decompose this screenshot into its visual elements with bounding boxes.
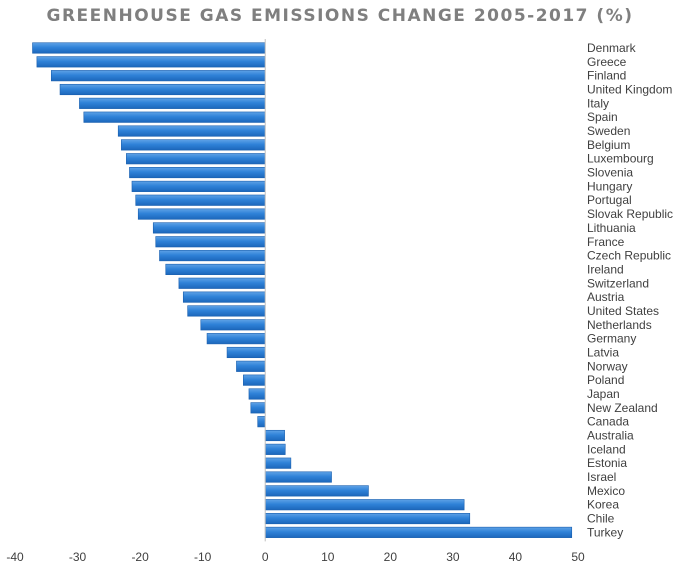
category-label: Norway <box>587 359 628 373</box>
category-label: Finland <box>587 69 626 83</box>
bar-lithuania <box>152 222 266 234</box>
category-label: Italy <box>587 96 609 110</box>
bar-denmark <box>32 42 266 54</box>
category-label: Canada <box>587 415 629 429</box>
bar-finland <box>50 70 266 82</box>
x-tick-label: -20 <box>131 550 149 564</box>
category-label: Iceland <box>587 442 626 456</box>
category-label: Denmark <box>587 41 637 55</box>
bar-estonia <box>264 457 292 469</box>
category-label: Luxembourg <box>587 152 654 166</box>
category-label: Estonia <box>587 456 627 470</box>
category-label: Switzerland <box>587 276 649 290</box>
bar-chile <box>264 513 471 525</box>
x-tick-label: 0 <box>262 550 269 564</box>
category-label: Netherlands <box>587 318 652 332</box>
bar-japan <box>248 388 266 400</box>
bar-netherlands <box>200 319 266 331</box>
category-label: France <box>587 235 625 249</box>
bar-france <box>155 236 266 248</box>
category-label: Spain <box>587 110 618 124</box>
x-tick-label: 20 <box>384 550 398 564</box>
bar-austria <box>182 291 266 303</box>
category-label: Portugal <box>587 193 632 207</box>
bar-israel <box>264 471 332 483</box>
x-tick-label: -40 <box>6 550 24 564</box>
bar-belgium <box>121 139 266 151</box>
bar-sweden <box>117 125 266 137</box>
category-label: Hungary <box>587 179 632 193</box>
x-axis-ticks: -40 -30 -20 -10 0 10 20 30 40 50 <box>6 550 585 564</box>
category-label: Korea <box>587 498 619 512</box>
bar-hungary <box>131 180 266 192</box>
x-tick-label: 10 <box>321 550 335 564</box>
bar-turkey <box>264 526 573 538</box>
category-label: Mexico <box>587 484 625 498</box>
category-label: United States <box>587 304 659 318</box>
x-tick-label: -30 <box>69 550 87 564</box>
bar-czech-republic <box>159 250 266 262</box>
bar-greece <box>36 56 266 68</box>
bar-canada <box>257 416 266 428</box>
bar-switzerland <box>178 277 266 289</box>
bar-slovak-republic <box>137 208 266 220</box>
bar-iceland <box>264 443 286 455</box>
category-label: Latvia <box>587 345 619 359</box>
category-label: New Zealand <box>587 401 658 415</box>
bar-portugal <box>135 194 266 206</box>
chart-title: GREENHOUSE GAS EMISSIONS CHANGE 2005-201… <box>46 6 634 26</box>
bar-australia <box>264 429 285 442</box>
bar-ireland <box>165 263 266 275</box>
category-label: Sweden <box>587 124 630 138</box>
category-label: Czech Republic <box>587 249 671 263</box>
bar-norway <box>236 360 266 372</box>
category-label: Japan <box>587 387 620 401</box>
category-label: Chile <box>587 512 615 526</box>
category-label: Austria <box>587 290 625 304</box>
category-label: Ireland <box>587 262 624 276</box>
bar-germany <box>206 333 266 345</box>
bar-spain <box>83 111 266 123</box>
category-label: Israel <box>587 470 616 484</box>
bar-korea <box>264 499 465 511</box>
bars-group <box>32 42 573 538</box>
x-tick-label: -10 <box>194 550 212 564</box>
category-label: United Kingdom <box>587 83 672 97</box>
category-label: Australia <box>587 429 634 443</box>
bar-new-zealand <box>250 402 266 414</box>
bar-united-kingdom <box>59 83 266 96</box>
bar-slovenia <box>129 167 266 179</box>
x-tick-label: 40 <box>509 550 523 564</box>
bar-italy <box>79 97 266 109</box>
bar-mexico <box>264 485 369 497</box>
bar-latvia <box>226 346 266 359</box>
x-tick-label: 30 <box>446 550 460 564</box>
bar-united-states <box>187 305 266 317</box>
bar-poland <box>243 374 266 386</box>
category-label: Slovak Republic <box>587 207 673 221</box>
category-label: Germany <box>587 332 636 346</box>
category-label: Poland <box>587 373 624 387</box>
category-label: Greece <box>587 55 627 69</box>
bar-luxembourg <box>126 153 266 165</box>
x-tick-label: 50 <box>571 550 585 564</box>
category-label: Slovenia <box>587 166 633 180</box>
category-label: Turkey <box>587 525 623 539</box>
category-label: Belgium <box>587 138 630 152</box>
category-label: Lithuania <box>587 221 636 235</box>
